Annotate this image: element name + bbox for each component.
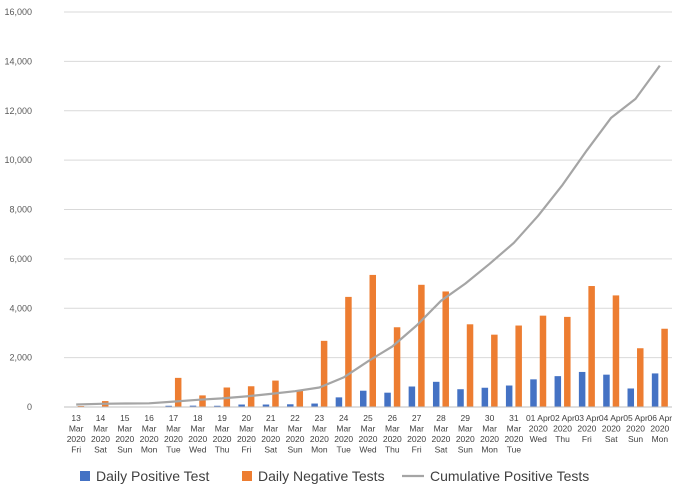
x-tick-label: 14 Mar 2020 Sat <box>91 413 110 455</box>
x-tick-label: 18 Mar 2020 Wed <box>188 413 207 455</box>
y-tick-label: 12,000 <box>4 106 32 116</box>
positive-test-bar <box>432 381 440 407</box>
positive-test-bar <box>481 387 489 407</box>
positive-test-bar <box>554 376 562 407</box>
x-tick-label: 05 Apr 2020 Sun <box>623 413 648 444</box>
positive-test-bar <box>165 405 172 407</box>
legend-cumulative-label: Cumulative Positive Tests <box>430 468 589 484</box>
negative-test-bar <box>564 316 571 407</box>
x-tick-label: 04 Apr 2020 Sat <box>599 413 624 444</box>
positive-test-bar <box>408 386 416 407</box>
negative-test-bar <box>199 395 206 407</box>
negative-test-bar <box>320 340 328 407</box>
x-tick-label: 15 Mar 2020 Sun <box>115 413 134 455</box>
legend-negative-label: Daily Negative Tests <box>258 468 385 484</box>
legend-positive-label: Daily Positive Test <box>96 468 209 484</box>
y-tick-label: 14,000 <box>4 56 32 66</box>
y-tick-label: 16,000 <box>4 7 32 17</box>
legend-positive-swatch <box>80 471 90 481</box>
y-tick-label: 0 <box>27 402 32 412</box>
negative-test-bar <box>515 325 522 407</box>
x-tick-label: 02 Apr 2020 Thu <box>550 413 575 444</box>
positive-test-bar <box>578 371 586 407</box>
x-tick-label: 26 Mar 2020 Thu <box>383 413 402 455</box>
x-tick-label: 06 Apr 2020 Mon <box>648 413 673 444</box>
legend-negative-swatch <box>242 471 252 481</box>
x-tick-label: 23 Mar 2020 Mon <box>310 413 329 455</box>
negative-test-bar <box>296 390 304 407</box>
positive-test-bar <box>214 405 221 407</box>
cumulative-line <box>76 64 661 406</box>
y-tick-label: 2,000 <box>9 353 32 363</box>
positive-test-bar <box>530 379 537 407</box>
y-axis-tick-labels: 0 2,000 4,000 6,000 8,000 10,000 12,000 14,000 1… <box>4 7 32 412</box>
x-tick-label: 13 Mar 2020 Fri <box>67 413 86 455</box>
negative-test-bar <box>345 296 352 407</box>
x-tick-label: 22 Mar 2020 Sun <box>286 413 305 455</box>
x-tick-label: 03 Apr 2020 Fri <box>575 413 600 444</box>
positive-test-bar <box>189 405 197 407</box>
x-tick-label: 19 Mar 2020 Thu <box>213 413 232 455</box>
bars <box>68 274 668 407</box>
x-axis-tick-labels: 13 Mar 2020 Fri 14 Mar 2020 Sat 15 Mar 2020 Sun 16 Ma… <box>67 413 673 455</box>
y-tick-label: 6,000 <box>9 254 32 264</box>
x-tick-label: 20 Mar 2020 Fri <box>237 413 256 455</box>
y-tick-label: 10,000 <box>4 155 32 165</box>
negative-test-bar <box>466 324 474 407</box>
x-tick-label: 30 Mar 2020 Mon <box>480 413 499 455</box>
negative-test-bar <box>418 284 425 407</box>
legend: Daily Positive Test Daily Negative Tests C… <box>80 468 589 484</box>
x-tick-label: 28 Mar 2020 Sat <box>431 413 450 455</box>
negative-test-bar <box>491 334 498 407</box>
y-tick-label: 4,000 <box>9 303 32 313</box>
negative-test-bar <box>612 295 620 407</box>
negative-test-bar <box>588 286 595 407</box>
negative-test-bar <box>637 348 644 407</box>
positive-test-bar <box>384 392 391 407</box>
positive-test-bar <box>238 404 245 407</box>
positive-test-bar <box>311 403 318 407</box>
positive-test-bar <box>360 390 367 407</box>
negative-test-bar <box>442 291 449 407</box>
positive-test-bar <box>335 397 343 407</box>
x-tick-label: 29 Mar 2020 Sun <box>456 413 475 455</box>
negative-test-bar <box>369 274 376 407</box>
x-tick-label: 25 Mar 2020 Wed <box>359 413 378 455</box>
negative-test-bar <box>661 328 668 407</box>
positive-test-bar <box>505 385 513 407</box>
positive-test-bar <box>627 388 635 407</box>
negative-test-bar <box>539 315 547 407</box>
x-tick-label: 27 Mar 2020 Fri <box>407 413 426 455</box>
x-tick-label: 24 Mar 2020 Tue <box>334 413 353 455</box>
x-tick-label: 01 Apr 2020 Wed <box>526 413 551 444</box>
positive-test-bar <box>651 373 659 407</box>
negative-test-bar <box>393 327 401 407</box>
positive-test-bar <box>262 404 270 407</box>
x-tick-label: 16 Mar 2020 Mon <box>140 413 159 455</box>
x-tick-label: 17 Mar 2020 Tue <box>164 413 183 455</box>
y-tick-label: 8,000 <box>9 205 32 215</box>
cumulative-positive-line <box>76 64 661 406</box>
negative-test-bar <box>174 377 182 407</box>
x-tick-label: 21 Mar 2020 Sat <box>261 413 280 455</box>
gridlines <box>64 11 672 359</box>
positive-test-bar <box>603 374 610 407</box>
positive-test-bar <box>287 404 294 407</box>
positive-test-bar <box>457 389 464 407</box>
x-tick-label: 31 Mar 2020 Tue <box>504 413 523 455</box>
